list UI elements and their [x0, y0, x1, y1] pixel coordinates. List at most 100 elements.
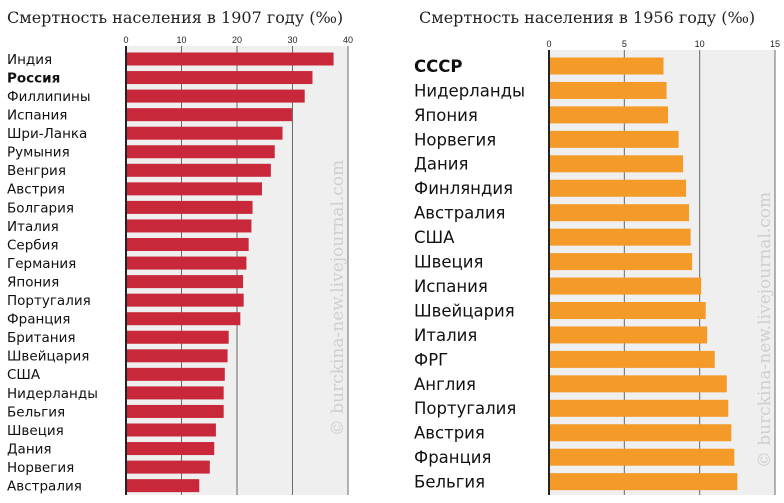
bar	[549, 179, 687, 197]
category-label: Австрия	[7, 182, 65, 198]
x-tick-label: 20	[232, 35, 242, 45]
category-label: Швейцария	[414, 301, 515, 320]
category-label: Нидерланды	[7, 386, 98, 402]
category-label: Испания	[7, 108, 67, 124]
category-label: Финляндия	[414, 179, 513, 198]
bar	[126, 108, 292, 122]
bar	[126, 479, 200, 493]
category-label: США	[414, 228, 455, 247]
bar	[549, 302, 706, 319]
x-tick-label: 5	[622, 39, 627, 49]
category-label: Швейцария	[7, 349, 89, 365]
category-label: Румыния	[7, 145, 70, 161]
category-label: Португалия	[414, 399, 516, 418]
category-label: СССР	[414, 57, 462, 76]
bar	[549, 253, 693, 271]
category-label: Шри-Ланка	[7, 126, 87, 142]
category-label: США	[7, 367, 41, 383]
x-tick-label: 40	[343, 35, 353, 45]
x-tick-label: 10	[695, 39, 705, 49]
bar	[126, 423, 216, 437]
bar	[126, 238, 249, 251]
category-label: Франция	[7, 312, 70, 328]
category-label: Португалия	[7, 293, 91, 309]
x-tick-label: 0	[546, 39, 551, 49]
bar	[549, 57, 664, 75]
bar	[126, 89, 305, 103]
chart-title: Смертность населения в 1956 году (‰)	[419, 8, 756, 27]
chart-1907: Смертность населения в 1907 году (‰) 0 10…	[7, 8, 353, 495]
chart-title: Смертность населения в 1907 году (‰)	[7, 8, 344, 27]
category-label: Австрия	[414, 424, 485, 443]
bar	[126, 200, 253, 214]
bar	[549, 155, 684, 173]
bar	[549, 277, 702, 295]
bar	[126, 349, 228, 363]
bar	[549, 375, 727, 393]
category-label: Испания	[414, 277, 488, 296]
bar	[126, 71, 313, 85]
category-label: Швеция	[414, 253, 483, 272]
x-tick-label: 0	[123, 35, 128, 45]
bar	[126, 367, 225, 381]
category-label: Нидерланды	[414, 81, 525, 100]
category-label: ФРГ	[414, 350, 448, 369]
bar	[126, 182, 262, 196]
x-tick-label: 30	[287, 35, 297, 45]
chart-plot-1956: 0 5 10 15 © burckina-new.livejournal.com СССР…	[414, 39, 780, 495]
plot-background	[549, 50, 775, 495]
category-label: Англия	[414, 375, 476, 394]
bar	[126, 219, 252, 233]
bar	[549, 81, 667, 99]
x-tick-label: 15	[770, 39, 780, 49]
category-label: Бельгия	[7, 404, 65, 420]
category-label: Япония	[414, 106, 478, 125]
category-label: Бельгия	[414, 473, 485, 492]
bar	[549, 424, 732, 442]
category-label: Россия	[7, 70, 60, 86]
bar	[126, 275, 244, 289]
bar	[549, 228, 691, 246]
category-label: Болгария	[7, 200, 74, 216]
bar	[126, 312, 241, 326]
chart-plot-1907: 0 10 20 30 40 © burckina-new.livejournal.com И…	[7, 35, 353, 495]
category-label: Италия	[7, 219, 59, 235]
chart-1956: Смертность населения в 1956 году (‰) 0 5 1…	[392, 0, 784, 503]
x-tick-label: 10	[176, 35, 186, 45]
watermark: © burckina-new.livejournal.com	[755, 192, 775, 468]
bar	[549, 130, 679, 148]
category-label: Сербия	[7, 237, 59, 253]
bar	[126, 404, 224, 418]
category-label: Дания	[7, 441, 52, 457]
bar	[549, 350, 715, 368]
watermark: © burckina-new.livejournal.com	[328, 160, 348, 436]
category-label: Британия	[7, 330, 75, 346]
category-label: Норвегия	[7, 460, 74, 476]
bar	[549, 399, 729, 417]
category-label: Венгрия	[7, 163, 66, 179]
bar	[126, 256, 247, 270]
bar	[126, 330, 229, 344]
bar	[126, 386, 224, 400]
category-label: Норвегия	[414, 130, 496, 149]
category-label: Филлипины	[7, 89, 91, 105]
category-label: Франция	[414, 448, 491, 467]
bar	[126, 126, 283, 140]
bar	[549, 473, 738, 491]
category-label: Дания	[414, 155, 468, 174]
bar	[549, 448, 735, 466]
bar	[549, 204, 690, 222]
category-label: Германия	[7, 256, 76, 272]
category-label: Австралия	[414, 204, 505, 223]
category-label: Индия	[7, 52, 52, 68]
bar	[549, 326, 708, 344]
bar	[126, 145, 275, 159]
category-label: Австралия	[7, 479, 82, 495]
bar	[126, 442, 215, 456]
bar	[126, 163, 271, 177]
category-label: Италия	[414, 326, 477, 345]
bar	[126, 293, 244, 307]
bar	[549, 106, 669, 124]
bar	[126, 460, 210, 474]
category-label: Швеция	[7, 423, 64, 439]
